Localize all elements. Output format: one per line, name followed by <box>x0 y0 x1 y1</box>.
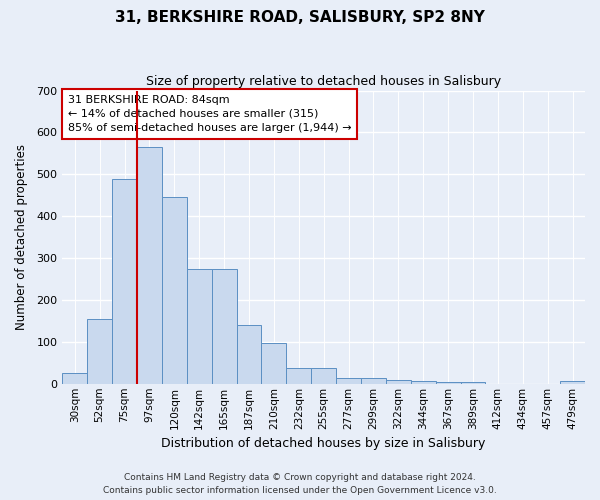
Bar <box>436 382 461 384</box>
Bar <box>560 381 585 384</box>
Bar <box>411 381 436 384</box>
Bar <box>461 382 485 384</box>
X-axis label: Distribution of detached houses by size in Salisbury: Distribution of detached houses by size … <box>161 437 486 450</box>
Bar <box>236 325 262 384</box>
Text: Contains HM Land Registry data © Crown copyright and database right 2024.
Contai: Contains HM Land Registry data © Crown c… <box>103 473 497 495</box>
Bar <box>361 378 386 384</box>
Bar <box>212 268 236 384</box>
Y-axis label: Number of detached properties: Number of detached properties <box>15 144 28 330</box>
Bar <box>187 268 212 384</box>
Bar <box>286 368 311 384</box>
Text: 31, BERKSHIRE ROAD, SALISBURY, SP2 8NY: 31, BERKSHIRE ROAD, SALISBURY, SP2 8NY <box>115 10 485 25</box>
Bar <box>386 380 411 384</box>
Bar <box>62 374 87 384</box>
Bar <box>162 198 187 384</box>
Bar <box>87 319 112 384</box>
Bar <box>112 178 137 384</box>
Bar <box>336 378 361 384</box>
Bar <box>137 147 162 384</box>
Bar <box>311 368 336 384</box>
Text: 31 BERKSHIRE ROAD: 84sqm
← 14% of detached houses are smaller (315)
85% of semi-: 31 BERKSHIRE ROAD: 84sqm ← 14% of detach… <box>68 95 351 133</box>
Bar <box>262 343 286 384</box>
Title: Size of property relative to detached houses in Salisbury: Size of property relative to detached ho… <box>146 75 501 88</box>
